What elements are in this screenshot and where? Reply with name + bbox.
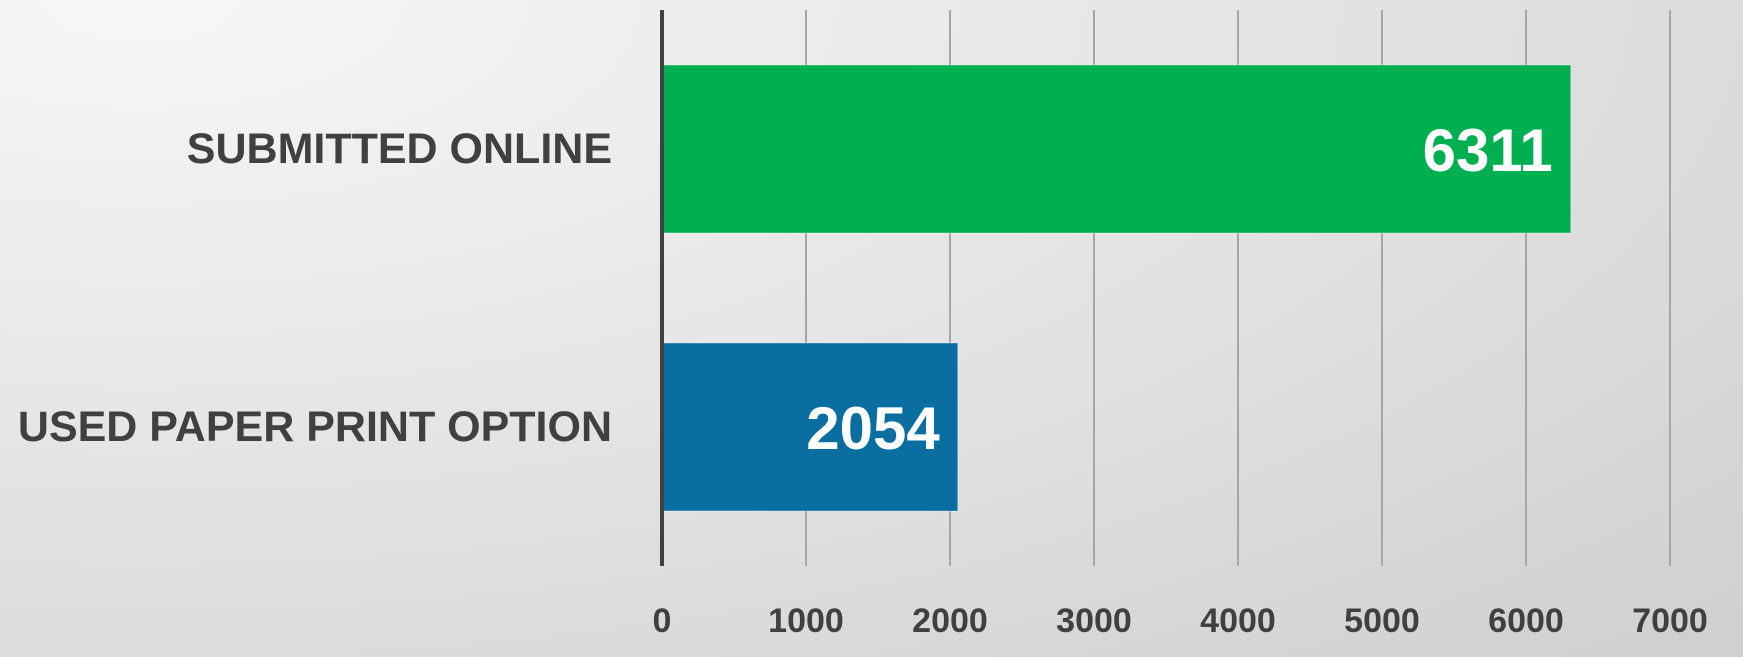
bar xyxy=(661,342,959,512)
x-tick-label: 4000 xyxy=(1200,602,1276,640)
data-label: 2054 xyxy=(806,395,940,462)
category-label: USED PAPER PRINT OPTION xyxy=(18,403,612,451)
x-tick-label: 3000 xyxy=(1056,602,1132,640)
x-tick-label: 7000 xyxy=(1632,602,1708,640)
x-tick-label: 1000 xyxy=(768,602,844,640)
x-tick-label: 0 xyxy=(653,602,672,640)
bars xyxy=(661,64,1572,512)
x-tick-label: 2000 xyxy=(912,602,988,640)
bar xyxy=(661,64,1572,234)
category-label: SUBMITTED ONLINE xyxy=(187,125,612,173)
data-label: 6311 xyxy=(1423,117,1553,184)
x-tick-label: 5000 xyxy=(1344,602,1420,640)
labels: 0 1000 2000 3000 4000 5000 6000 7000 6311 SUBMITT… xyxy=(18,117,1708,640)
x-tick-label: 6000 xyxy=(1488,602,1564,640)
